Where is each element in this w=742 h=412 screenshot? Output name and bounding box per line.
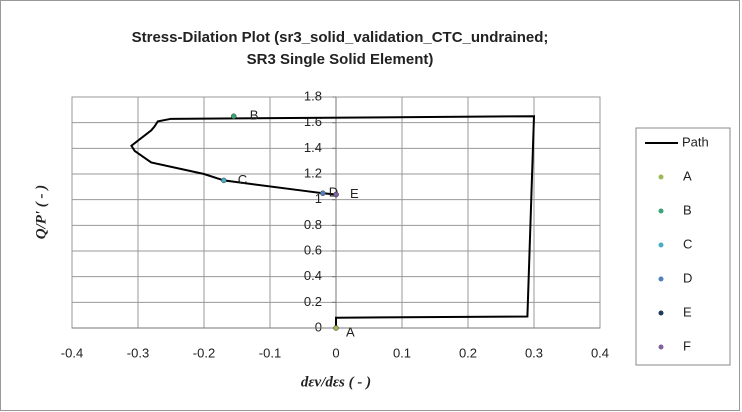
y-tick-label: 1.2 — [304, 165, 322, 180]
chart-title: Stress-Dilation Plot (sr3_solid_validati… — [132, 29, 549, 46]
legend-swatch — [658, 276, 664, 282]
point-label: D — [329, 185, 338, 200]
x-tick-label: 0.3 — [525, 345, 543, 360]
y-tick-label: 0.4 — [304, 268, 322, 283]
y-tick-label: 1.4 — [304, 140, 322, 155]
legend-swatch — [658, 208, 664, 214]
legend-swatch — [658, 344, 664, 350]
legend-swatch — [658, 174, 664, 180]
point-label: C — [238, 172, 247, 187]
legend-label: B — [683, 202, 692, 217]
point-marker — [221, 177, 227, 184]
x-axis-label: dεv/dεs ( - ) — [301, 374, 371, 390]
x-tick-label: 0.1 — [393, 345, 411, 360]
y-tick-label: 0.2 — [304, 294, 322, 309]
x-tick-label: 0.2 — [459, 345, 477, 360]
legend-label: F — [683, 338, 691, 353]
legend-label: Path — [682, 134, 709, 149]
x-tick-label: -0.2 — [193, 345, 215, 360]
x-tick-label: -0.3 — [127, 345, 149, 360]
x-tick-label: 0 — [332, 345, 339, 360]
x-tick-label: -0.1 — [259, 345, 281, 360]
point-label: E — [350, 186, 359, 201]
legend-box — [635, 127, 731, 366]
path-line — [130, 115, 536, 328]
point-marker — [230, 113, 237, 119]
point-marker — [333, 325, 339, 331]
legend-swatch — [658, 242, 664, 248]
legend-label: E — [683, 304, 692, 319]
x-tick-label: 0.4 — [591, 345, 609, 360]
point-marker — [333, 191, 339, 198]
y-tick-label: 1.6 — [304, 114, 322, 129]
point-marker — [320, 190, 326, 196]
y-tick-label: 0 — [315, 319, 322, 334]
y-tick-label: 1 — [315, 191, 322, 206]
chart-title: SR3 Single Solid Element) — [247, 51, 434, 68]
x-tick-label: -0.4 — [61, 345, 83, 360]
y-tick-label: 0.6 — [304, 242, 322, 257]
y-axis-label: Q/P' ( - ) — [33, 185, 49, 240]
legend-label: A — [683, 168, 692, 183]
legend-swatch — [658, 310, 664, 316]
legend-label: C — [683, 236, 692, 251]
legend-label: D — [683, 270, 692, 285]
point-label: A — [346, 324, 355, 339]
point-label: B — [250, 108, 259, 123]
y-tick-label: 0.8 — [304, 217, 322, 232]
y-tick-label: 1.8 — [304, 88, 322, 103]
